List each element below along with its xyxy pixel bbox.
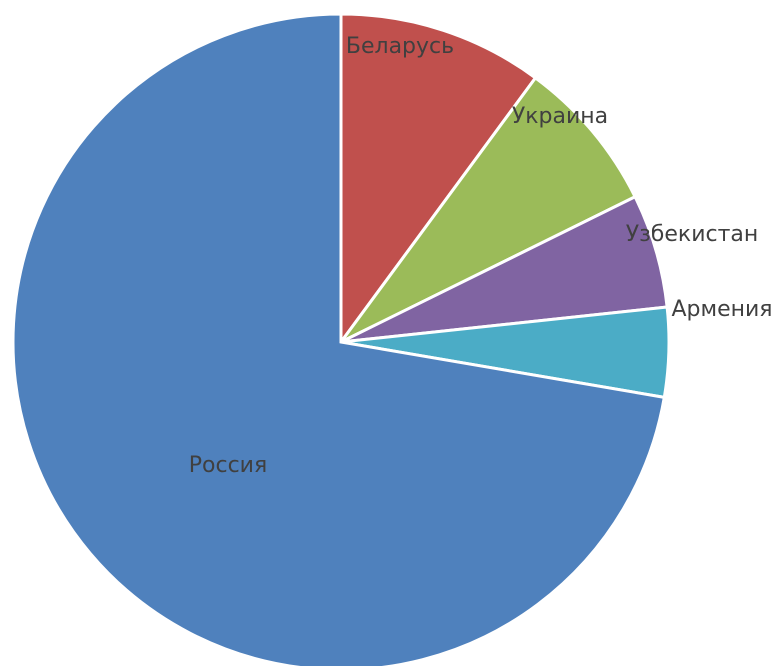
slice-label: Россия [189,453,267,478]
slice-label: Узбекистан [626,222,759,247]
pie-slice [339,12,538,347]
pie-slice [339,75,638,344]
pie-labels: Беларусь Украина Узбекистан Армения Россия [189,34,773,478]
slice-label: Беларусь [346,34,454,59]
slice-label: Украина [512,104,608,129]
pie-slices [11,12,671,666]
slice-label: Армения [671,297,772,322]
pie-slice [11,12,667,666]
